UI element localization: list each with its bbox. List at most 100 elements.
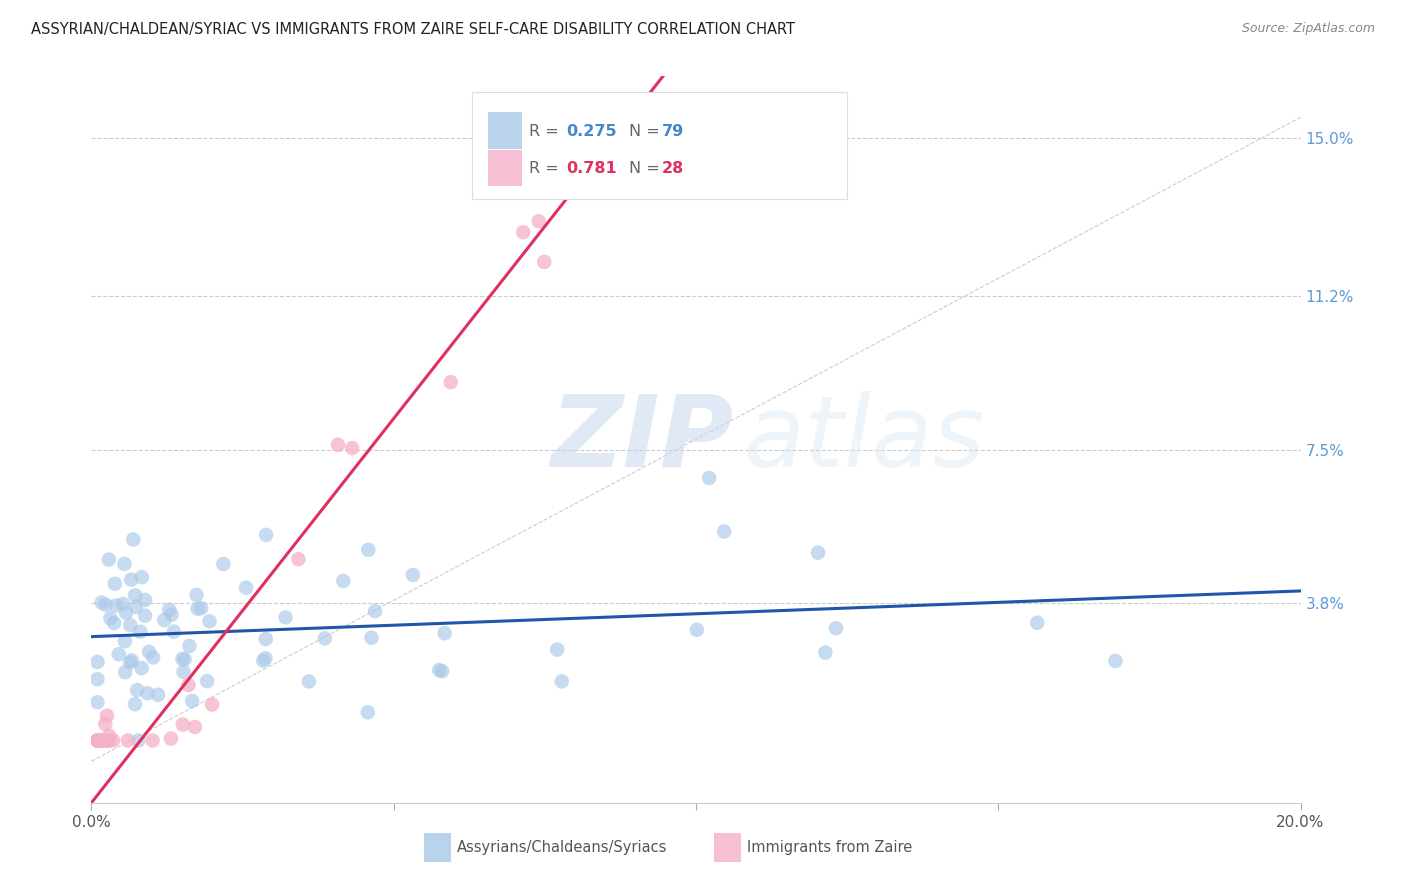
Point <box>120 573 142 587</box>
Point <box>114 665 136 680</box>
Point <box>1104 654 1126 668</box>
Point <box>125 599 148 614</box>
Point <box>198 614 221 628</box>
Point <box>129 624 152 639</box>
Point <box>127 683 149 698</box>
Point <box>86 733 108 747</box>
Point <box>146 688 169 702</box>
Point <box>94 716 117 731</box>
Text: atlas: atlas <box>744 391 986 488</box>
Point <box>187 601 209 615</box>
Point <box>96 708 118 723</box>
Point <box>186 588 208 602</box>
Point <box>114 634 136 648</box>
Point <box>357 542 380 557</box>
Point <box>190 601 212 615</box>
Bar <box>488 150 522 186</box>
Point <box>90 595 112 609</box>
Point <box>177 678 200 692</box>
Point <box>427 663 450 677</box>
Point <box>430 664 453 678</box>
Point <box>114 557 136 571</box>
Point <box>326 438 349 452</box>
Point <box>527 214 550 228</box>
Point <box>124 697 146 711</box>
Point <box>332 574 354 588</box>
Point <box>136 686 159 700</box>
Point <box>173 665 195 679</box>
Bar <box>425 833 450 863</box>
Point <box>195 674 218 689</box>
Point <box>111 597 134 611</box>
Point <box>101 733 124 747</box>
Point <box>713 524 735 539</box>
Point <box>686 623 709 637</box>
Point <box>138 645 160 659</box>
Text: ZIP: ZIP <box>551 391 734 488</box>
Point <box>533 255 555 269</box>
Point <box>287 552 309 566</box>
Point <box>97 733 120 747</box>
Point <box>97 552 120 566</box>
Text: N =: N = <box>630 124 665 138</box>
Point <box>314 632 336 646</box>
Point <box>172 652 194 666</box>
Point <box>122 533 145 547</box>
Point <box>120 618 142 632</box>
Bar <box>488 112 522 148</box>
Point <box>825 621 848 635</box>
Point <box>117 733 139 747</box>
Text: Source: ZipAtlas.com: Source: ZipAtlas.com <box>1241 22 1375 36</box>
Point <box>97 733 120 747</box>
Point <box>105 599 128 613</box>
Point <box>127 733 149 747</box>
Point <box>340 441 363 455</box>
Point <box>86 733 108 747</box>
FancyBboxPatch shape <box>472 92 846 200</box>
Point <box>181 694 204 708</box>
Point <box>118 656 141 670</box>
Point <box>86 733 108 747</box>
Point <box>124 588 146 602</box>
Text: 28: 28 <box>662 161 685 177</box>
Point <box>89 733 111 747</box>
Point <box>254 651 277 665</box>
Point <box>160 731 183 746</box>
Point <box>212 557 235 571</box>
Point <box>86 672 108 686</box>
Text: 79: 79 <box>662 124 685 138</box>
Point <box>142 650 165 665</box>
Point <box>98 729 121 743</box>
Point <box>697 471 720 485</box>
Point <box>157 603 180 617</box>
Point <box>86 733 108 747</box>
Point <box>131 570 153 584</box>
Text: Assyrians/Chaldeans/Syriacs: Assyrians/Chaldeans/Syriacs <box>457 840 666 855</box>
Point <box>142 733 165 747</box>
Point <box>107 648 129 662</box>
Point <box>121 653 143 667</box>
Point <box>254 632 277 646</box>
Point <box>153 613 176 627</box>
Text: 0.781: 0.781 <box>567 161 617 177</box>
Point <box>173 652 195 666</box>
Point <box>91 733 114 747</box>
Point <box>163 624 186 639</box>
Point <box>440 375 463 389</box>
Point <box>115 606 138 620</box>
Text: N =: N = <box>630 161 665 177</box>
Point <box>298 674 321 689</box>
Text: Immigrants from Zaire: Immigrants from Zaire <box>747 840 912 855</box>
Point <box>91 733 114 747</box>
Point <box>96 733 118 747</box>
Text: 0.275: 0.275 <box>567 124 617 138</box>
Bar <box>714 833 741 863</box>
Point <box>551 674 574 689</box>
Point <box>90 733 112 747</box>
Point <box>134 608 156 623</box>
Point <box>814 646 837 660</box>
Text: R =: R = <box>529 161 564 177</box>
Point <box>103 616 125 631</box>
Point <box>402 568 425 582</box>
Point <box>86 733 108 747</box>
